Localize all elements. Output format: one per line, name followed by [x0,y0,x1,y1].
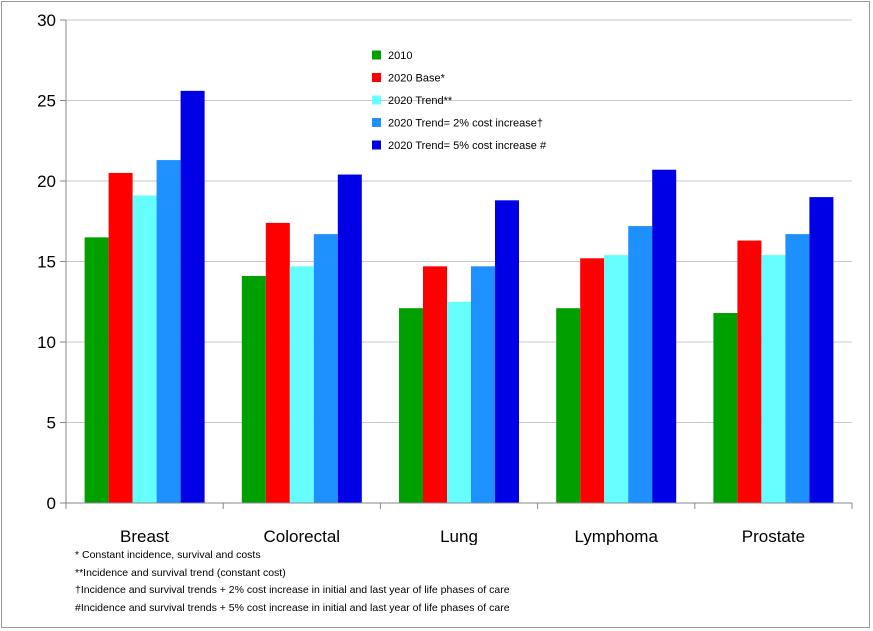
y-tick-label: 25 [37,92,56,111]
bar-lymphoma-series-2 [604,255,629,503]
legend: 2010 2020 Base* 2020 Trend** 2020 Trend= 2%… [372,50,547,152]
footnote-2: **Incidence and survival trend (constant… [75,566,286,579]
legend-swatch [372,95,381,105]
legend-swatch [372,50,381,60]
bar-prostate-series-1 [737,240,762,503]
bars [84,90,834,504]
bar-lymphoma-series-1 [580,258,605,503]
footnotes: * Constant incidence, survival and costs… [75,547,855,617]
category-label: Colorectal [264,527,341,545]
bar-lymphoma-series-0 [556,308,581,503]
category-label: Lymphoma [574,527,658,545]
bar-colorectal-series-0 [241,275,266,503]
bar-breast-series-2 [132,195,157,504]
bar-breast-series-4 [180,90,205,503]
y-tick-label: 5 [47,414,56,433]
y-tick-label: 10 [37,333,56,352]
bar-breast-series-3 [156,160,181,503]
bar-prostate-series-3 [785,234,810,503]
legend-label: 2020 Trend= 2% cost increase† [388,118,543,130]
legend-label: 2020 Base* [388,73,446,85]
y-tick-label: 0 [47,494,56,513]
bar-lung-series-0 [399,308,423,503]
legend-label: 2020 Trend= 5% cost increase # [388,140,547,152]
bar-colorectal-series-1 [265,222,290,504]
footnote-1: * Constant incidence, survival and costs [75,549,261,561]
legend-label: 2020 Trend** [388,95,453,107]
category-label: Lung [440,527,478,545]
y-tick-label: 20 [37,172,56,191]
bar-colorectal-series-4 [337,174,362,503]
bar-colorectal-series-2 [289,266,314,503]
footnote-3: †Incidence and survival trends + 2% cost… [75,584,510,597]
bar-lung-series-4 [495,200,519,503]
bar-lymphoma-series-4 [652,169,677,504]
legend-swatch [372,73,381,82]
legend-swatch [372,140,381,150]
bar-chart: 0 5 10 15 20 25 30 Breast Colorectal Lung Lymphoma… [37,11,853,545]
bar-colorectal-series-3 [313,234,338,503]
bar-lung-series-1 [423,266,447,503]
bar-breast-series-1 [108,172,133,503]
bar-lung-series-3 [471,266,495,503]
bar-prostate-series-4 [809,197,834,503]
bar-lung-series-2 [447,301,471,503]
bar-prostate-series-2 [761,255,786,503]
bar-prostate-series-0 [713,313,738,503]
category-label: Prostate [742,527,805,545]
y-tick-label: 30 [37,11,56,30]
legend-swatch [372,118,381,127]
legend-label: 2010 [388,50,412,62]
bar-breast-series-0 [84,237,109,503]
y-tick-label: 15 [37,253,56,272]
axes: 0 5 10 15 20 25 30 Breast Colorectal Lung Lymphoma… [37,11,853,545]
category-label: Breast [120,527,169,545]
bar-lymphoma-series-3 [628,226,653,503]
footnote-4: #Incidence and survival trends + 5% cost… [75,601,510,614]
